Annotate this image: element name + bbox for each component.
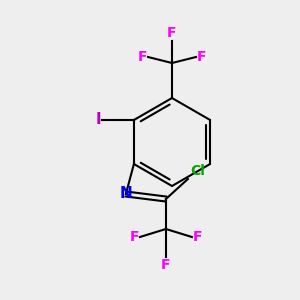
Text: F: F bbox=[193, 230, 202, 244]
Text: I: I bbox=[95, 112, 101, 128]
Text: F: F bbox=[137, 50, 147, 64]
Text: N: N bbox=[119, 187, 132, 202]
Text: F: F bbox=[167, 26, 177, 40]
Text: F: F bbox=[161, 258, 171, 272]
Text: F: F bbox=[197, 50, 206, 64]
Text: Cl: Cl bbox=[190, 164, 205, 178]
Text: F: F bbox=[129, 230, 139, 244]
